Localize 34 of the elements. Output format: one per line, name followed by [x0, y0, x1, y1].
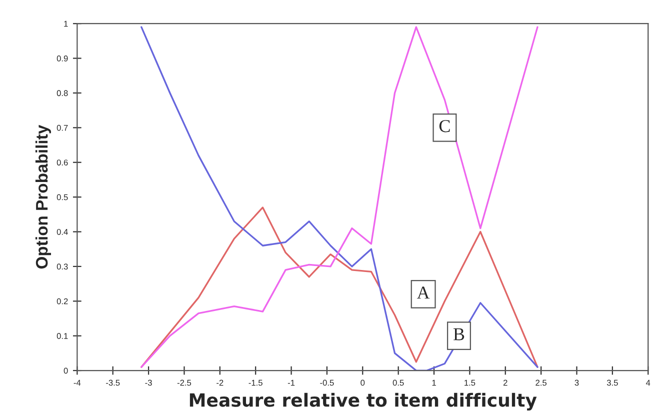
y-tick-label: 0.9 — [56, 55, 68, 62]
x-tick-label: -4 — [74, 380, 81, 386]
y-tick-label: 0.2 — [56, 298, 68, 304]
x-tick-label: -0.5 — [320, 380, 334, 386]
x-tick-label: 0.5 — [392, 380, 404, 386]
x-tick-label: -1.5 — [248, 380, 262, 386]
y-tick-label: 0 — [64, 368, 68, 374]
x-tick-label: 3 — [574, 380, 579, 386]
y-tick-label: 0.6 — [56, 160, 68, 166]
x-tick-label: 3.5 — [606, 380, 618, 386]
y-tick-label: 0.3 — [56, 264, 68, 270]
x-tick-label: 2.5 — [536, 380, 547, 386]
y-tick-label: 0.1 — [56, 333, 68, 339]
x-tick-label: -2.5 — [177, 380, 192, 386]
x-tick-label: 4 — [646, 380, 650, 386]
x-tick-label: -3.5 — [106, 380, 120, 386]
series-label: C — [439, 120, 450, 132]
line-series — [140, 206, 538, 368]
x-tick-label: -2 — [216, 380, 224, 386]
x-tick-label: 1 — [432, 380, 436, 386]
y-tick-label: 0.7 — [56, 124, 68, 131]
y-axis-title: Option Probability — [35, 124, 52, 269]
x-tick-label: -1 — [288, 380, 295, 386]
x-tick-label: 1.5 — [464, 380, 476, 386]
x-axis-title: Measure relative to item difficulty — [190, 392, 537, 410]
y-tick-label: 0.4 — [56, 228, 68, 235]
x-tick-label: 0 — [360, 380, 365, 386]
series-label: B — [453, 328, 464, 340]
y-tick-label: 0.5 — [56, 194, 68, 200]
y-tick-label: 0.8 — [56, 90, 68, 96]
x-tick-label: 2 — [503, 380, 508, 386]
x-tick-label: -3 — [145, 380, 152, 386]
series-label: A — [416, 286, 430, 299]
y-tick-label: 1 — [64, 20, 68, 27]
